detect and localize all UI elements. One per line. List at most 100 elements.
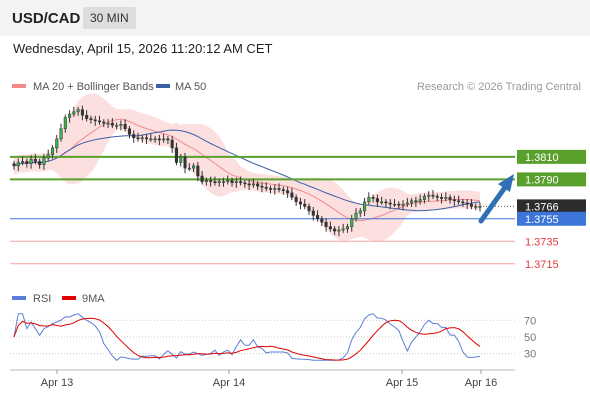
candle — [42, 154, 46, 170]
rsi-tick-label: 50 — [524, 332, 536, 344]
candle — [72, 106, 76, 117]
candle — [196, 161, 200, 182]
chart-header-bar: USD/CAD 30 MIN — [0, 0, 590, 36]
ma50-legend-swatch — [156, 84, 170, 88]
support-label-5: 1.3715 — [525, 259, 559, 271]
candle — [230, 177, 234, 187]
candle — [217, 178, 221, 187]
x-tick-label: Apr 13 — [41, 377, 73, 389]
last-price-label: 1.3766 — [525, 201, 559, 213]
candle — [371, 194, 375, 203]
candle — [247, 179, 251, 191]
candle — [277, 183, 281, 193]
candle — [478, 202, 482, 212]
chart-datetime: Wednesday, April 15, 2026 11:20:12 AM CE… — [13, 41, 273, 56]
candle — [286, 186, 290, 198]
candle — [256, 181, 260, 191]
candle — [397, 201, 401, 210]
candle — [102, 119, 106, 128]
candle — [290, 187, 294, 201]
candle — [149, 133, 153, 142]
candle — [350, 214, 354, 232]
candle — [115, 122, 119, 130]
rsi-tick-label: 30 — [524, 349, 536, 361]
last-price-box — [517, 199, 586, 214]
candle — [239, 176, 243, 186]
support-label-4: 1.3735 — [525, 236, 559, 248]
timeframe-button[interactable]: 30 MIN — [83, 7, 136, 29]
candle — [179, 154, 183, 167]
candle — [162, 133, 166, 143]
candle — [29, 155, 33, 169]
candle — [183, 152, 187, 174]
candle — [221, 177, 226, 187]
candle — [153, 136, 157, 143]
candle — [204, 177, 208, 186]
candle — [444, 192, 448, 202]
candle — [209, 176, 213, 187]
candle — [414, 196, 418, 207]
candle — [33, 154, 37, 165]
candle — [435, 193, 439, 202]
candle — [367, 192, 371, 205]
candle — [260, 182, 264, 193]
candle — [140, 134, 144, 143]
candle — [328, 221, 332, 232]
pivot-label-3: 1.3755 — [525, 214, 559, 226]
candle — [392, 199, 397, 207]
research-credit: Research © 2026 Trading Central — [417, 81, 581, 93]
candle — [268, 185, 273, 194]
candle — [213, 176, 217, 186]
rsi-panel: 70 50 30 — [10, 313, 536, 361]
candle — [85, 110, 89, 122]
candle — [316, 210, 320, 222]
price-levels — [10, 155, 515, 265]
candle — [243, 179, 247, 188]
candle — [384, 199, 388, 207]
candle — [431, 190, 435, 200]
resistance-label-0: 1.3810 — [525, 152, 559, 164]
resistance-label-1: 1.3790 — [525, 174, 559, 186]
x-tick-label: Apr 15 — [386, 377, 418, 389]
candle — [234, 177, 238, 188]
candle — [461, 199, 465, 207]
candle — [311, 206, 315, 221]
candle — [337, 226, 341, 237]
x-tick-label: Apr 16 — [465, 377, 497, 389]
candle — [50, 145, 55, 159]
candle — [38, 158, 42, 169]
rsi-tick-label: 70 — [524, 315, 536, 327]
candle — [16, 158, 20, 171]
candle — [388, 199, 392, 210]
ma20-legend-label: MA 20 + Bollinger Bands — [33, 81, 154, 93]
candle — [354, 208, 358, 222]
candlesticks — [12, 105, 482, 237]
candle — [59, 123, 63, 142]
candle — [422, 193, 426, 204]
candle — [119, 120, 123, 131]
candle — [192, 163, 196, 173]
candle — [307, 203, 311, 215]
candle — [76, 106, 80, 116]
rsi-ma9-line — [13, 317, 481, 361]
candle — [320, 215, 324, 227]
candle — [457, 195, 461, 205]
candle — [333, 226, 337, 236]
candle — [363, 197, 367, 216]
resistance-box-0 — [517, 149, 586, 164]
resistance-box-1 — [517, 172, 586, 187]
x-axis: Apr 13 Apr 14 Apr 15 Apr 16 — [41, 370, 497, 389]
ma9-legend-swatch — [62, 296, 76, 300]
candle — [303, 199, 307, 210]
rsi-legend-label: RSI — [33, 293, 51, 305]
candle — [166, 136, 170, 144]
candle — [465, 199, 469, 210]
candle — [439, 193, 444, 204]
candle — [136, 132, 140, 142]
candle — [298, 197, 302, 210]
candle — [132, 130, 136, 143]
candle — [97, 115, 102, 125]
candle — [375, 194, 379, 207]
candle — [12, 160, 16, 170]
